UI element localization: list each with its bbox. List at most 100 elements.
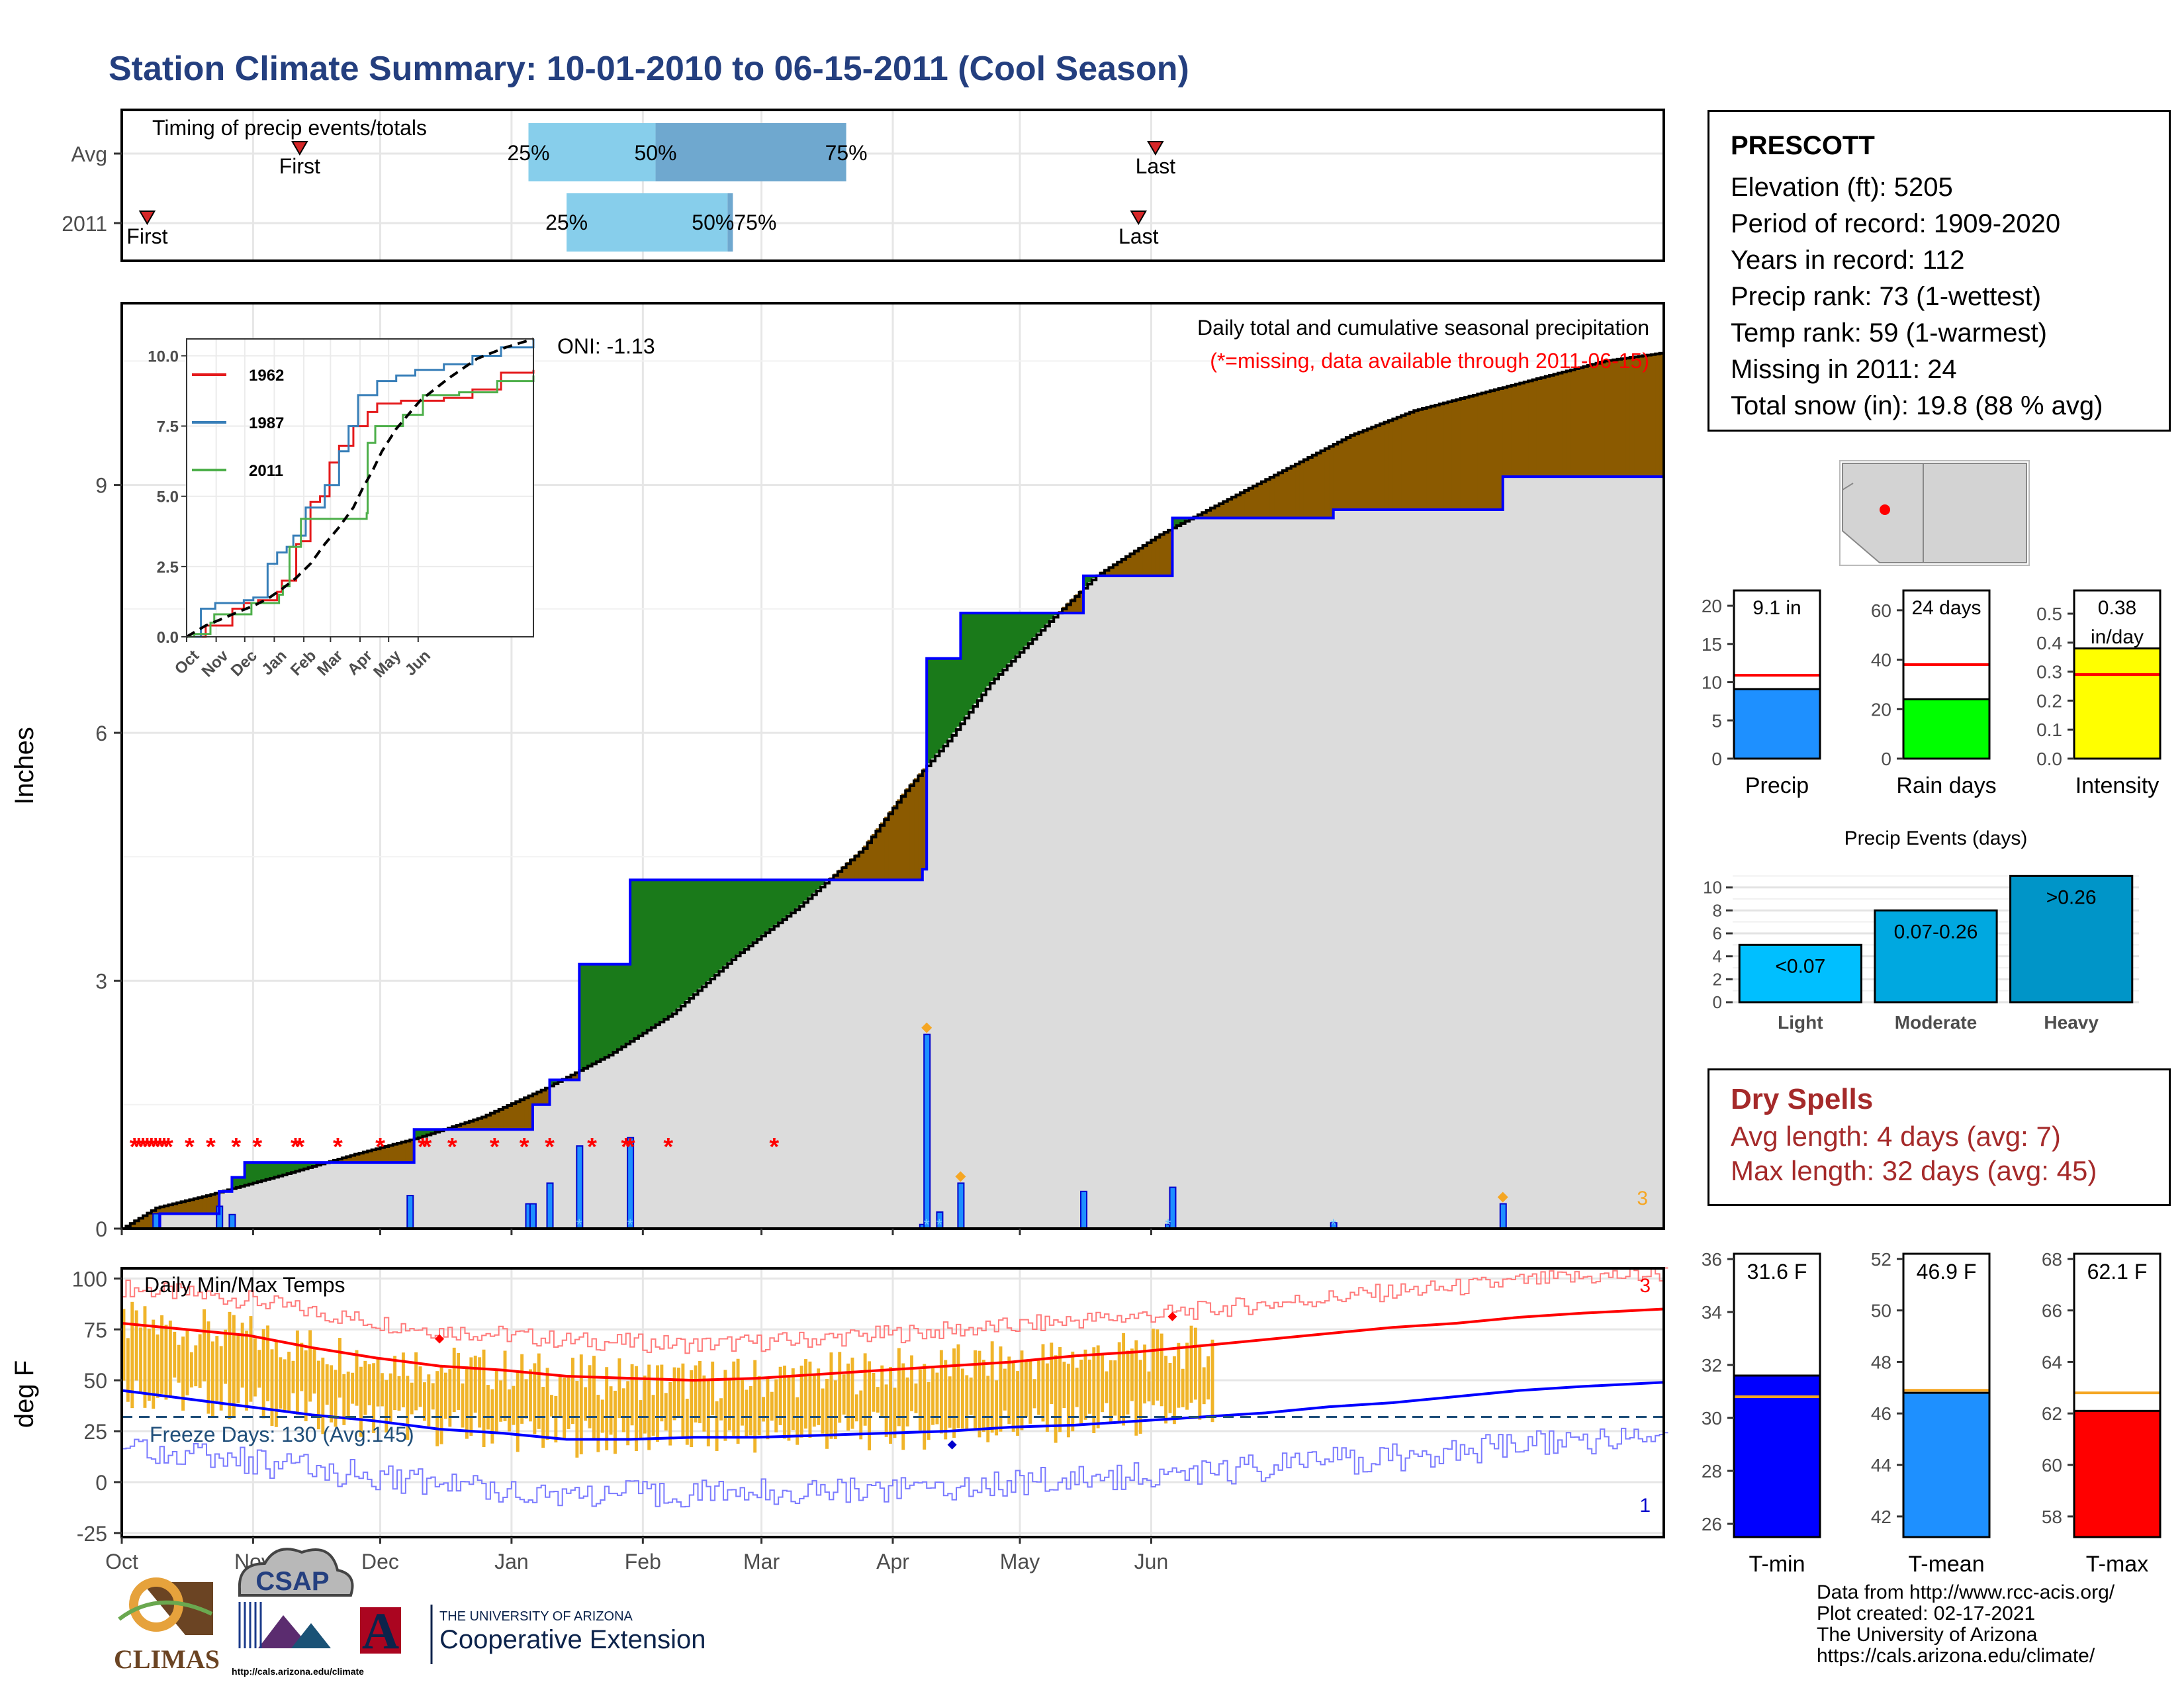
deficit-fill (1138, 547, 1144, 576)
daily-temp-bar (236, 1335, 240, 1403)
deficit-fill (922, 768, 927, 870)
dry-spells-avg: Avg length: 4 days (avg: 7) (1731, 1121, 2061, 1152)
deficit-fill (1303, 458, 1308, 518)
deficit-fill (1451, 400, 1457, 510)
deficit-fill (210, 1194, 216, 1214)
corner-label-bottom: 1 (1639, 1495, 1651, 1517)
missing-day-marker: * (587, 1133, 597, 1161)
daily-temp-bar (766, 1377, 770, 1440)
daily-temp-bar (206, 1321, 210, 1414)
deficit-fill (1367, 428, 1372, 510)
daily-temp-bar (685, 1398, 689, 1445)
daily-temp-bar (189, 1352, 193, 1387)
station-line: Total snow (in): 19.8 (88 % avg) (1731, 391, 2103, 420)
daily-temp-bar (736, 1358, 740, 1444)
deficit-fill (1392, 418, 1398, 510)
surplus-fill (727, 880, 733, 962)
x-tick-label: Dec (361, 1550, 399, 1573)
surplus-fill (731, 880, 737, 959)
daily-temp-bar (1011, 1362, 1015, 1432)
daily-temp-bar (1016, 1371, 1020, 1436)
deficit-fill (1070, 598, 1075, 614)
daily-temp-bar (706, 1380, 710, 1446)
row-label: Avg (71, 142, 107, 166)
deficit-fill (570, 1074, 576, 1080)
deficit-fill (1490, 390, 1495, 510)
deficit-fill (1536, 378, 1541, 477)
daily-temp-bar (512, 1385, 516, 1425)
daily-temp-bar (257, 1350, 261, 1388)
surplus-fill (583, 964, 588, 1068)
deficit-fill (206, 1195, 212, 1214)
y-tick-label: 52 (1871, 1249, 1891, 1270)
deficit-fill (1151, 538, 1156, 576)
total-panel-1-bar (1902, 698, 1991, 760)
surplus-fill (931, 658, 936, 759)
deficit-fill (1299, 460, 1304, 518)
surplus-fill (668, 880, 673, 1015)
missing-day-marker: * (621, 1133, 631, 1161)
surplus-fill (952, 658, 957, 733)
daily-temp-bar (330, 1365, 334, 1423)
station-line: Period of record: 1909-2020 (1731, 209, 2061, 238)
station-location-dot (1880, 504, 1890, 515)
daily-temp-bar (1062, 1362, 1066, 1409)
surplus-fill (981, 613, 987, 692)
x-tick-label: Mar (743, 1550, 780, 1573)
deficit-fill (392, 1143, 398, 1163)
missing-day-marker: * (138, 1133, 148, 1161)
deficit-fill (1218, 502, 1224, 518)
deficit-fill (172, 1203, 177, 1214)
deficit-fill (1342, 438, 1347, 510)
surplus-fill (964, 613, 970, 716)
surplus-fill (1011, 613, 1017, 659)
surplus-fill (253, 1162, 258, 1183)
deficit-fill (1498, 388, 1504, 510)
daily-temp-bar (168, 1320, 172, 1397)
daily-temp-bar (240, 1323, 244, 1388)
deficit-fill (350, 1154, 355, 1163)
daily-temp-bar (698, 1360, 702, 1423)
deficit-fill (532, 1093, 537, 1105)
surplus-fill (782, 880, 788, 918)
daily-temp-bar (147, 1329, 151, 1401)
inset-legend-label: 1987 (249, 414, 284, 432)
daily-temp-bar (397, 1376, 401, 1411)
average-cumulative-line (122, 352, 1665, 1230)
daily-temp-bar (279, 1357, 283, 1409)
daily-temp-bar (185, 1329, 189, 1395)
last-marker (1147, 141, 1164, 156)
surplus-fill (621, 964, 627, 1046)
daily-precip-bar (957, 1182, 965, 1230)
missing-day-marker: * (163, 1133, 173, 1161)
y-tick-label: 0 (1881, 749, 1891, 769)
year-quartile-50-75 (727, 193, 733, 252)
deficit-fill (380, 1147, 385, 1163)
daily-temp-bar (435, 1371, 439, 1446)
missing-day-marker: * (295, 1133, 304, 1161)
surplus-fill (257, 1162, 262, 1182)
deficit-fill (1469, 395, 1474, 510)
surplus-fill (1087, 575, 1093, 583)
deficit-fill (189, 1199, 195, 1214)
surplus-fill (956, 658, 962, 727)
daily-temp-bar (363, 1360, 367, 1415)
surplus-fill (291, 1162, 296, 1172)
daily-temp-bar (134, 1310, 138, 1381)
deficit-fill (1460, 398, 1465, 510)
daily-temp-bar (600, 1399, 604, 1433)
daily-temp-bar (376, 1357, 380, 1407)
missing-day-marker: * (375, 1133, 385, 1161)
deficit-fill (1338, 441, 1343, 510)
daily-temp-bar (825, 1379, 829, 1449)
x-tick-label: Jun (1134, 1550, 1169, 1573)
daily-temp-bar (681, 1363, 685, 1439)
surplus-fill (765, 880, 770, 931)
surplus-fill (295, 1162, 300, 1171)
daily-temp-bar (529, 1369, 532, 1422)
daily-temp-bar (833, 1380, 837, 1440)
temp-total-panel-0-label: T-min (1749, 1552, 1805, 1577)
daily-temp-bar (537, 1353, 541, 1429)
daily-temp-bar (291, 1360, 295, 1393)
dry-spells-title: Dry Spells (1731, 1083, 1874, 1115)
